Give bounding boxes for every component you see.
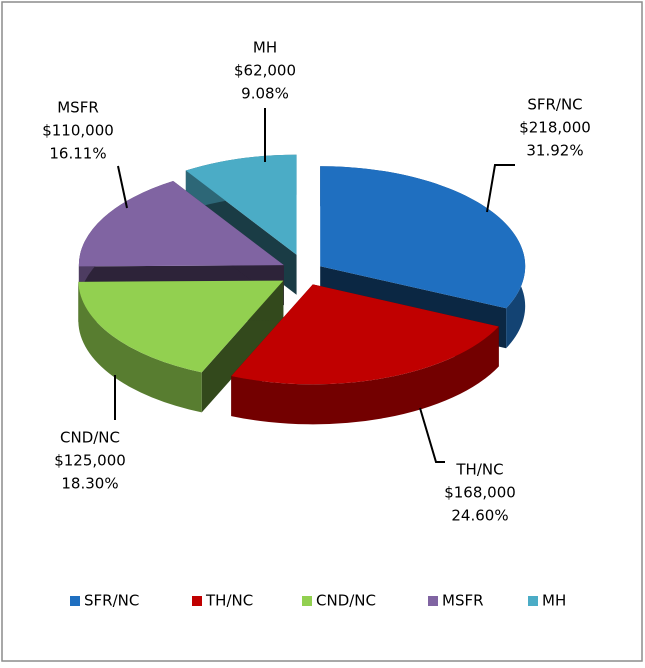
slice: [78, 181, 284, 267]
data-label-percent: 16.11%: [49, 145, 106, 163]
data-label-value: $125,000: [54, 452, 126, 470]
data-label-percent: 18.30%: [61, 475, 118, 493]
data-label-percent: 24.60%: [451, 507, 508, 525]
legend-label: CND/NC: [316, 592, 376, 610]
data-label-name: SFR/NC: [527, 96, 582, 114]
data-label-name: MH: [253, 39, 277, 57]
data-label-name: CND/NC: [60, 429, 120, 447]
legend-swatch: [428, 596, 438, 606]
legend-label: MH: [542, 592, 566, 610]
data-label-value: $62,000: [234, 62, 296, 80]
slice-wall: [78, 281, 202, 413]
leader-line: [117, 165, 128, 209]
leader-line: [486, 164, 515, 213]
legend-swatch: [192, 596, 202, 606]
slice: [78, 280, 284, 373]
labels: SFR/NC $218,000 31.92% TH/NC $168,000 24.60% C…: [42, 39, 591, 525]
leader-line: [419, 407, 445, 463]
data-label-name: MSFR: [57, 99, 99, 117]
legend: SFR/NC TH/NC CND/NC MSFR MH: [70, 592, 566, 610]
legend-swatch: [70, 596, 80, 606]
data-label-value: $168,000: [444, 484, 516, 502]
data-label-name: TH/NC: [455, 461, 503, 479]
data-label-percent: 31.92%: [526, 142, 583, 160]
legend-label: MSFR: [442, 592, 484, 610]
data-label-value: $110,000: [42, 122, 114, 140]
legend-swatch: [528, 596, 538, 606]
slice: [320, 166, 526, 309]
slice: [185, 154, 297, 255]
data-label-percent: 9.08%: [241, 85, 289, 103]
legend-swatch: [302, 596, 312, 606]
slice: [231, 284, 499, 385]
legend-label: SFR/NC: [84, 592, 139, 610]
data-label-value: $218,000: [519, 119, 591, 137]
pie: [78, 154, 526, 425]
slice-wall: [231, 326, 499, 425]
legend-label: TH/NC: [205, 592, 253, 610]
